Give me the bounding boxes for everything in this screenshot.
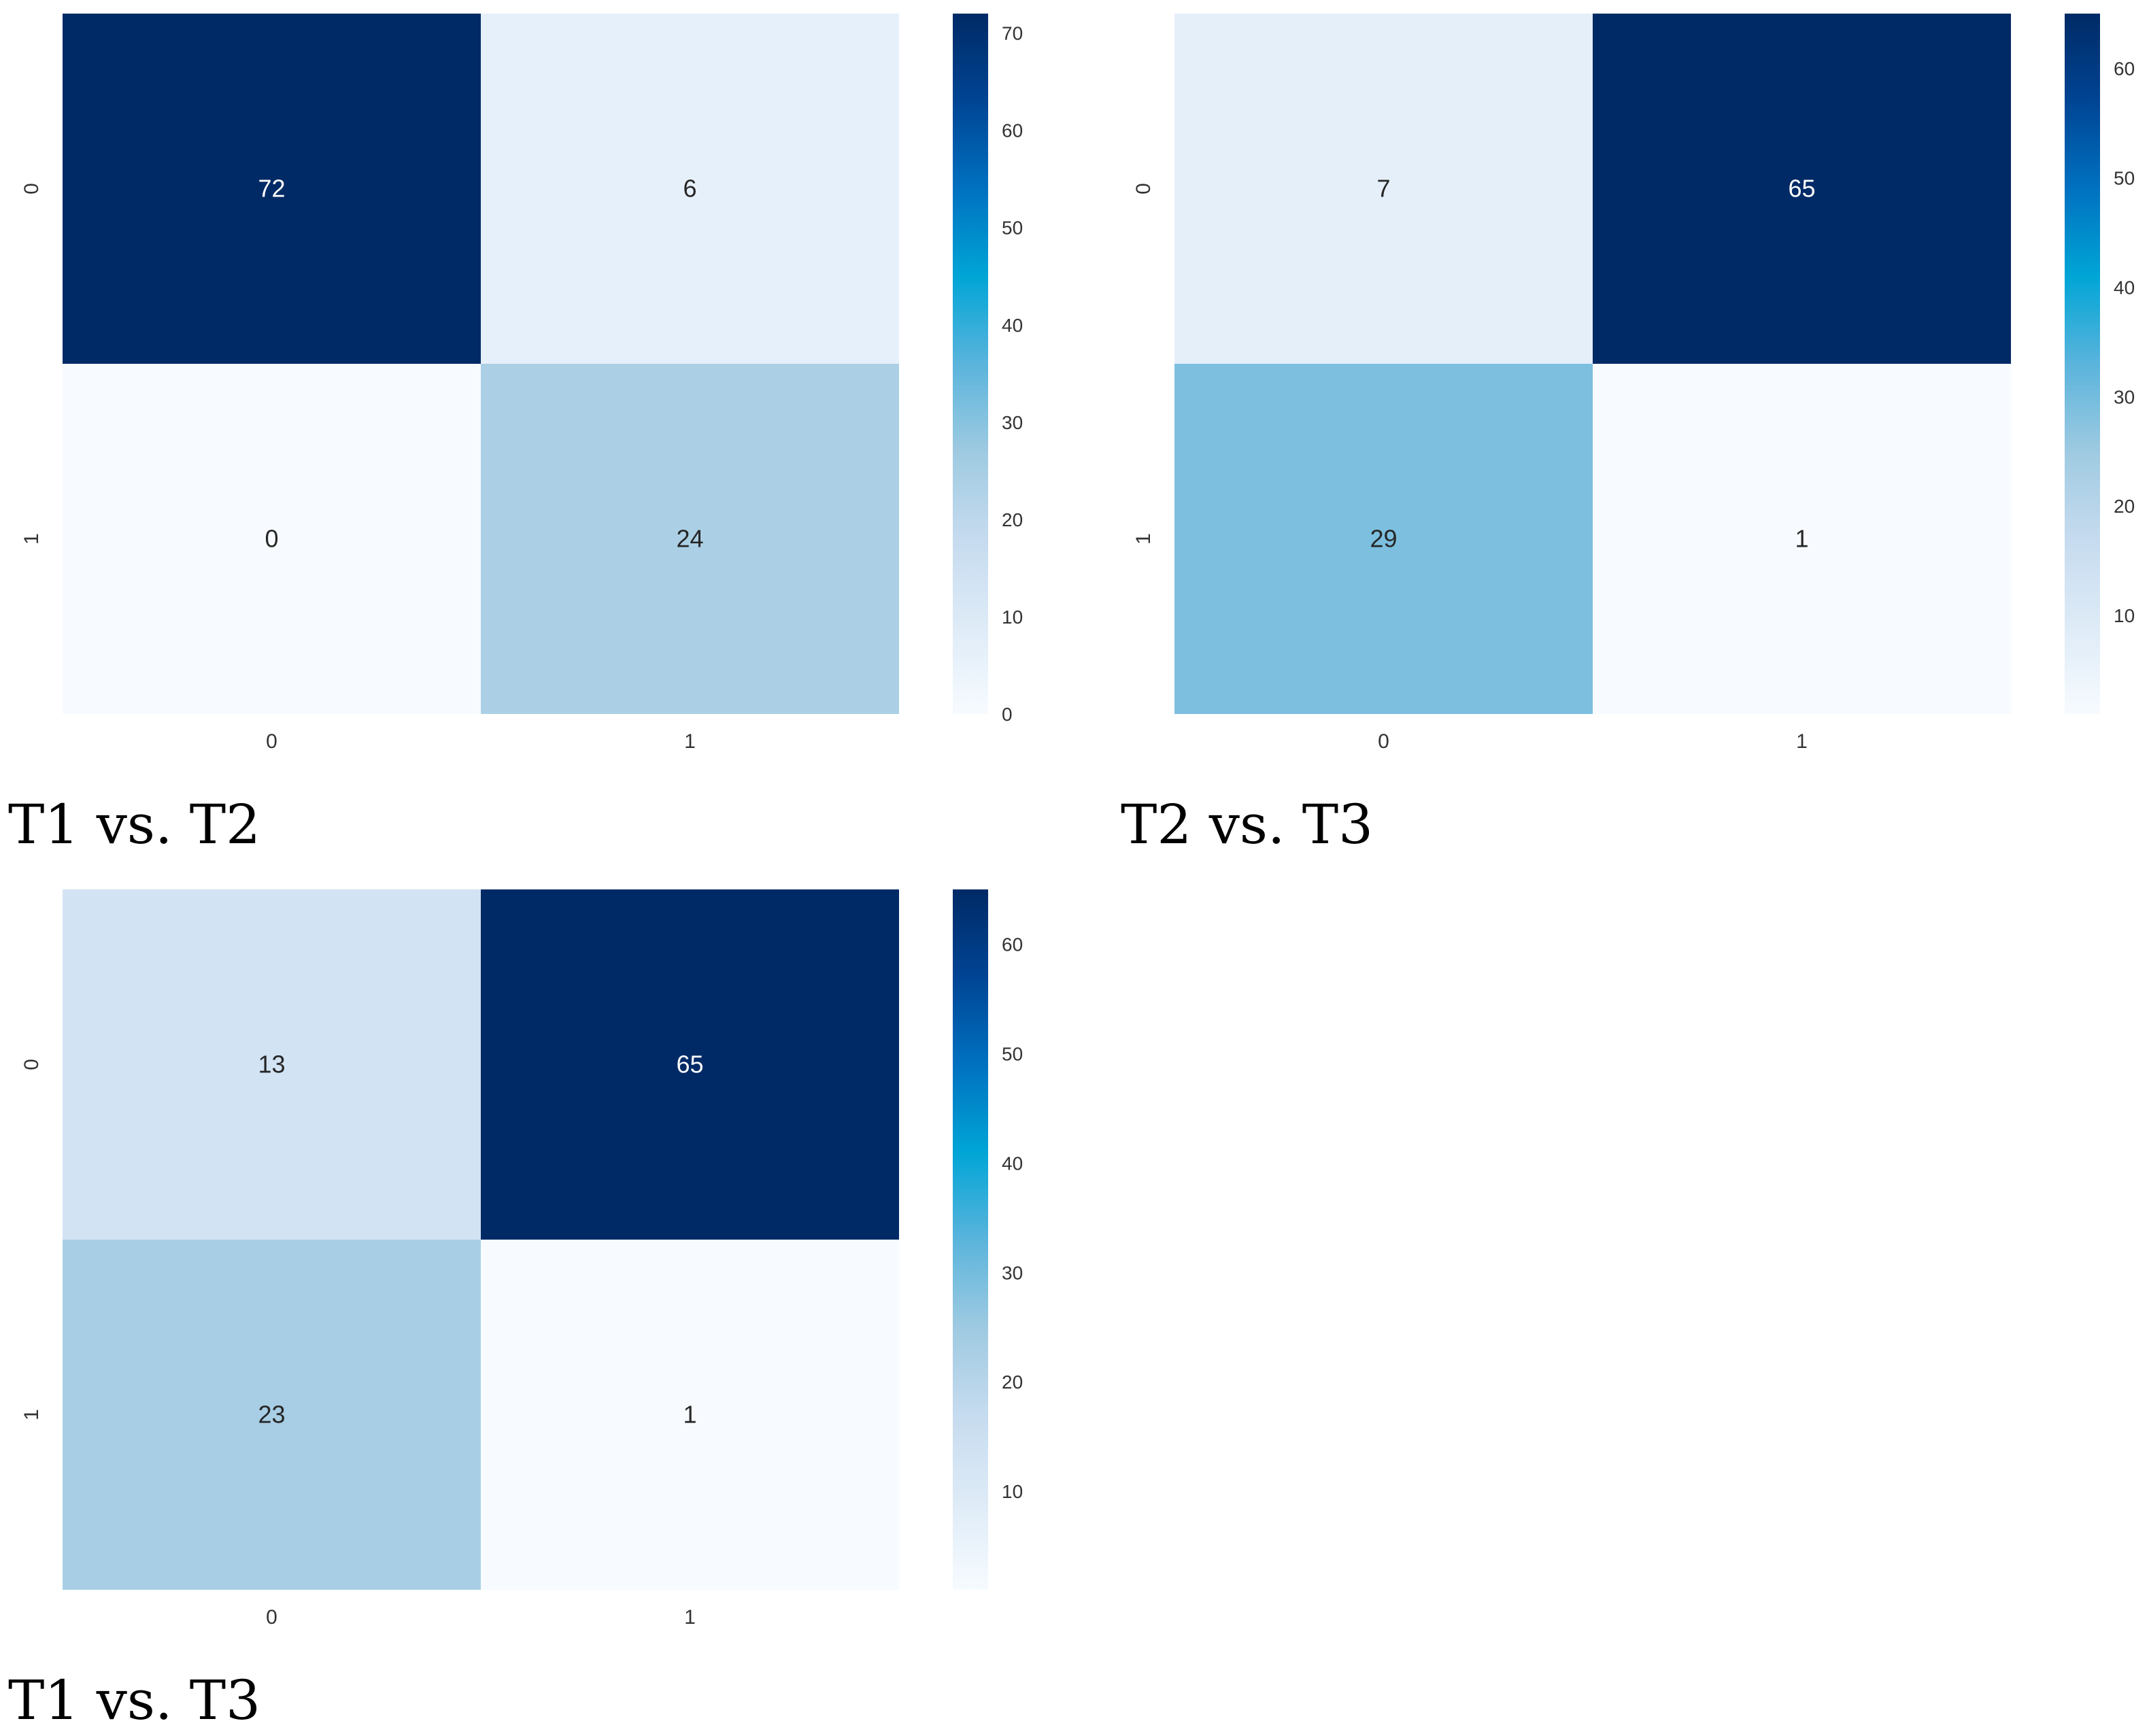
x-tick-label: 0 <box>266 730 277 753</box>
cell-value-label: 24 <box>676 525 703 553</box>
colorbar <box>2065 14 2100 714</box>
colorbar-tick-label: 30 <box>1002 412 1023 433</box>
y-tick-label: 0 <box>20 1059 43 1070</box>
heatmap-cell-r1-c0 <box>1174 364 1593 714</box>
heatmap-cell-r1-c1 <box>481 364 899 714</box>
heatmap-cell-r1-c0 <box>63 364 481 714</box>
cell-value-label: 65 <box>1788 175 1815 203</box>
cell-value-label: 65 <box>676 1051 703 1078</box>
heatmap-cell-r0-c1 <box>481 14 899 364</box>
colorbar-tick-label: 40 <box>2114 277 2135 298</box>
y-tick-label: 0 <box>20 183 43 194</box>
cell-value-label: 6 <box>683 175 696 203</box>
heatmap-cell-r0-c0 <box>63 889 481 1240</box>
heatmap-cell-r0-c0 <box>1174 14 1593 364</box>
cell-value-label: 0 <box>265 525 278 553</box>
colorbar-tick-label: 60 <box>1002 120 1023 141</box>
colorbar-tick-label: 0 <box>1002 704 1013 725</box>
cell-value-label: 23 <box>258 1401 285 1429</box>
colorbar-tick-label: 60 <box>1002 934 1023 955</box>
colorbar <box>953 889 988 1590</box>
colorbar-tick-label: 50 <box>1002 218 1023 239</box>
colorbar-tick-label: 40 <box>1002 315 1023 336</box>
panel-caption: T1 vs. T2 <box>8 793 260 856</box>
heatmap-cell-r0-c1 <box>1593 14 2011 364</box>
panel-caption: T2 vs. T3 <box>1121 793 1373 856</box>
x-tick-label: 1 <box>1796 730 1808 753</box>
cell-value-label: 72 <box>258 175 285 203</box>
colorbar-tick-label: 20 <box>2114 496 2135 517</box>
heatmap-cell-r1-c1 <box>481 1240 899 1590</box>
colorbar-tick-label: 30 <box>2114 386 2135 407</box>
heatmap-cell-r0-c0 <box>63 14 481 364</box>
x-tick-label: 0 <box>1378 730 1389 753</box>
y-tick-label: 1 <box>1132 533 1155 545</box>
panel-caption: T1 vs. T3 <box>8 1669 260 1732</box>
colorbar-tick-label: 40 <box>1002 1153 1023 1174</box>
colorbar-tick-label: 70 <box>1002 23 1023 44</box>
x-tick-label: 0 <box>266 1606 277 1629</box>
colorbar-tick-label: 60 <box>2114 58 2135 79</box>
cell-value-label: 1 <box>1795 525 1808 553</box>
cell-value-label: 1 <box>683 1401 696 1429</box>
colorbar-tick-label: 20 <box>1002 509 1023 530</box>
heatmap-cell-r1-c0 <box>63 1240 481 1590</box>
colorbar-tick-label: 20 <box>1002 1372 1023 1393</box>
colorbar-tick-label: 10 <box>1002 1481 1023 1502</box>
colorbar-tick-label: 30 <box>1002 1262 1023 1283</box>
x-tick-label: 1 <box>684 730 696 753</box>
x-tick-label: 1 <box>684 1606 696 1629</box>
colorbar <box>953 14 988 714</box>
heatmap-cell-r0-c1 <box>481 889 899 1240</box>
cell-value-label: 7 <box>1376 175 1390 203</box>
y-tick-label: 1 <box>20 1409 43 1420</box>
colorbar-tick-label: 50 <box>1002 1043 1023 1064</box>
y-tick-label: 0 <box>1132 183 1155 194</box>
y-tick-label: 1 <box>20 533 43 545</box>
colorbar-tick-label: 10 <box>1002 607 1023 628</box>
colorbar-tick-label: 10 <box>2114 605 2135 626</box>
colorbar-tick-label: 50 <box>2114 167 2135 188</box>
cell-value-label: 13 <box>258 1051 285 1078</box>
cell-value-label: 29 <box>1370 525 1397 553</box>
heatmap-cell-r1-c1 <box>1593 364 2011 714</box>
